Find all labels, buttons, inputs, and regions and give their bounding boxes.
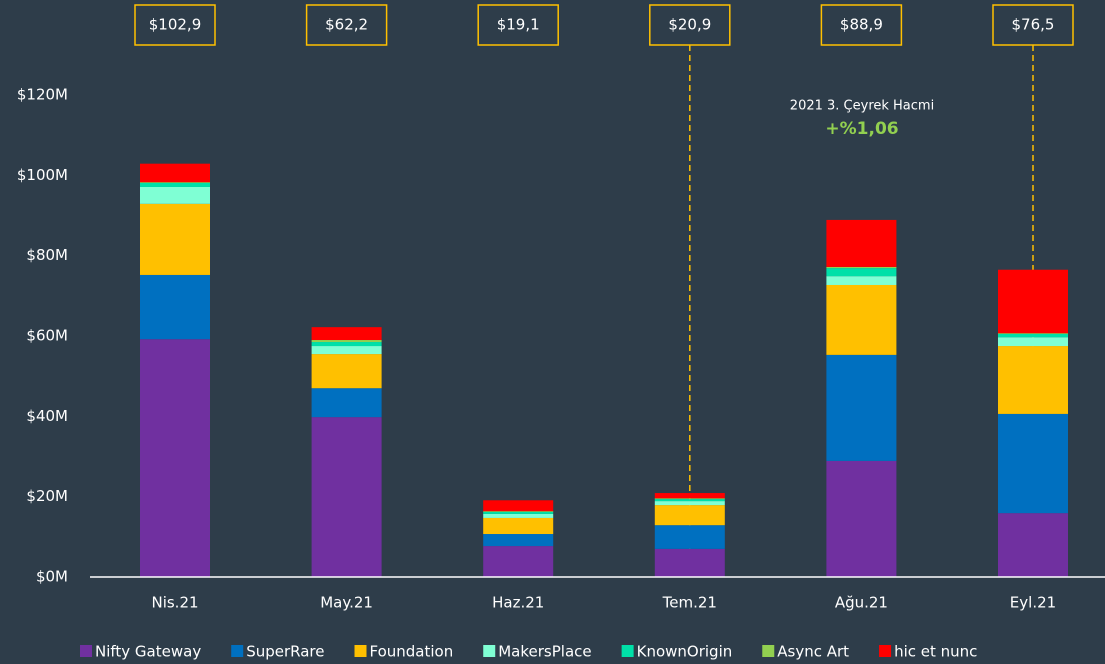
bar-segment	[140, 339, 210, 577]
legend-swatch	[762, 645, 775, 657]
legend-swatch	[483, 645, 496, 657]
total-label: $88,9	[840, 16, 883, 34]
legend-swatch	[879, 645, 892, 657]
x-tick-label: Nis.21	[151, 594, 198, 612]
y-tick-label: $120M	[17, 86, 68, 104]
bar-segment	[140, 163, 210, 183]
bar-segment	[826, 284, 897, 355]
x-tick-label: Eyl.21	[1010, 594, 1056, 612]
bar-segment	[998, 413, 1068, 514]
x-tick-label: Ağu.21	[835, 594, 888, 612]
total-box	[992, 4, 1074, 46]
total-box	[477, 4, 559, 46]
bar-segment	[483, 500, 554, 512]
bar-segment	[654, 499, 725, 502]
legend-label: Foundation	[370, 643, 454, 661]
bar-segment	[483, 546, 554, 577]
total-label: $62,2	[325, 16, 368, 34]
total-label: $20,9	[668, 16, 711, 34]
bar-segment	[140, 186, 210, 204]
bar-segment	[826, 354, 897, 461]
bar-segment	[826, 460, 897, 577]
bar-segment	[311, 354, 382, 389]
bar-segment	[654, 493, 725, 499]
bar-segment	[311, 346, 382, 355]
bar-segment	[654, 505, 725, 526]
bar-segment	[998, 346, 1068, 414]
bar-segment	[483, 511, 554, 512]
annotation-title: 2021 3. Çeyrek Hacmi	[790, 99, 934, 114]
bar-segment	[311, 327, 382, 341]
y-tick-label: $40M	[26, 407, 68, 425]
x-tick-label: May.21	[320, 594, 373, 612]
bar-segment	[998, 269, 1068, 334]
bar-segment	[654, 501, 725, 506]
bar-segment	[826, 276, 897, 285]
y-tick-label: $60M	[26, 327, 68, 345]
y-tick-label: $0M	[36, 568, 68, 586]
bar-segment	[654, 498, 725, 500]
bar-segment	[311, 417, 382, 577]
legend-label: SuperRare	[246, 643, 324, 661]
bar-segment	[826, 266, 897, 269]
bar-segment	[998, 333, 1068, 334]
bar-segment	[483, 534, 554, 547]
total-box	[134, 4, 216, 46]
bar-segment	[140, 203, 210, 275]
x-tick-label: Tem.21	[662, 594, 717, 612]
total-label: $19,1	[497, 16, 540, 34]
bar-segment	[654, 548, 725, 577]
bar-segment	[311, 340, 382, 343]
total-box	[820, 4, 903, 46]
y-tick-label: $100M	[17, 166, 68, 184]
total-label: $76,5	[1012, 16, 1055, 34]
legend-swatch	[354, 645, 367, 657]
bar-segment	[483, 513, 554, 518]
bar-segment	[826, 219, 897, 267]
bar-segment	[311, 342, 382, 347]
bar-segment	[998, 513, 1068, 577]
y-tick-label: $20M	[26, 487, 68, 505]
legend-label: Nifty Gateway	[95, 643, 201, 661]
bar-segment	[826, 268, 897, 277]
x-tick-label: Haz.21	[492, 594, 544, 612]
bar-segment	[998, 333, 1068, 338]
legend-label: Async Art	[777, 643, 849, 661]
bar-segment	[140, 182, 210, 187]
annotation-value: +%1,06	[825, 119, 898, 139]
total-box	[649, 4, 731, 46]
bar-segment	[998, 337, 1068, 347]
total-box	[305, 4, 388, 46]
legend-swatch	[621, 645, 634, 657]
total-label: $102,9	[149, 16, 202, 34]
bar-segment	[483, 517, 554, 535]
bar-segment	[140, 182, 210, 183]
bar-segment	[311, 388, 382, 418]
legend-label: KnownOrigin	[637, 643, 733, 661]
legend-label: hic et nunc	[894, 643, 977, 661]
legend-label: MakersPlace	[498, 643, 591, 661]
legend-swatch	[231, 645, 244, 657]
y-tick-label: $80M	[26, 246, 68, 264]
bar-segment	[140, 274, 210, 340]
bar-segment	[654, 525, 725, 549]
legend-swatch	[80, 645, 92, 657]
bar-segment	[483, 511, 554, 514]
